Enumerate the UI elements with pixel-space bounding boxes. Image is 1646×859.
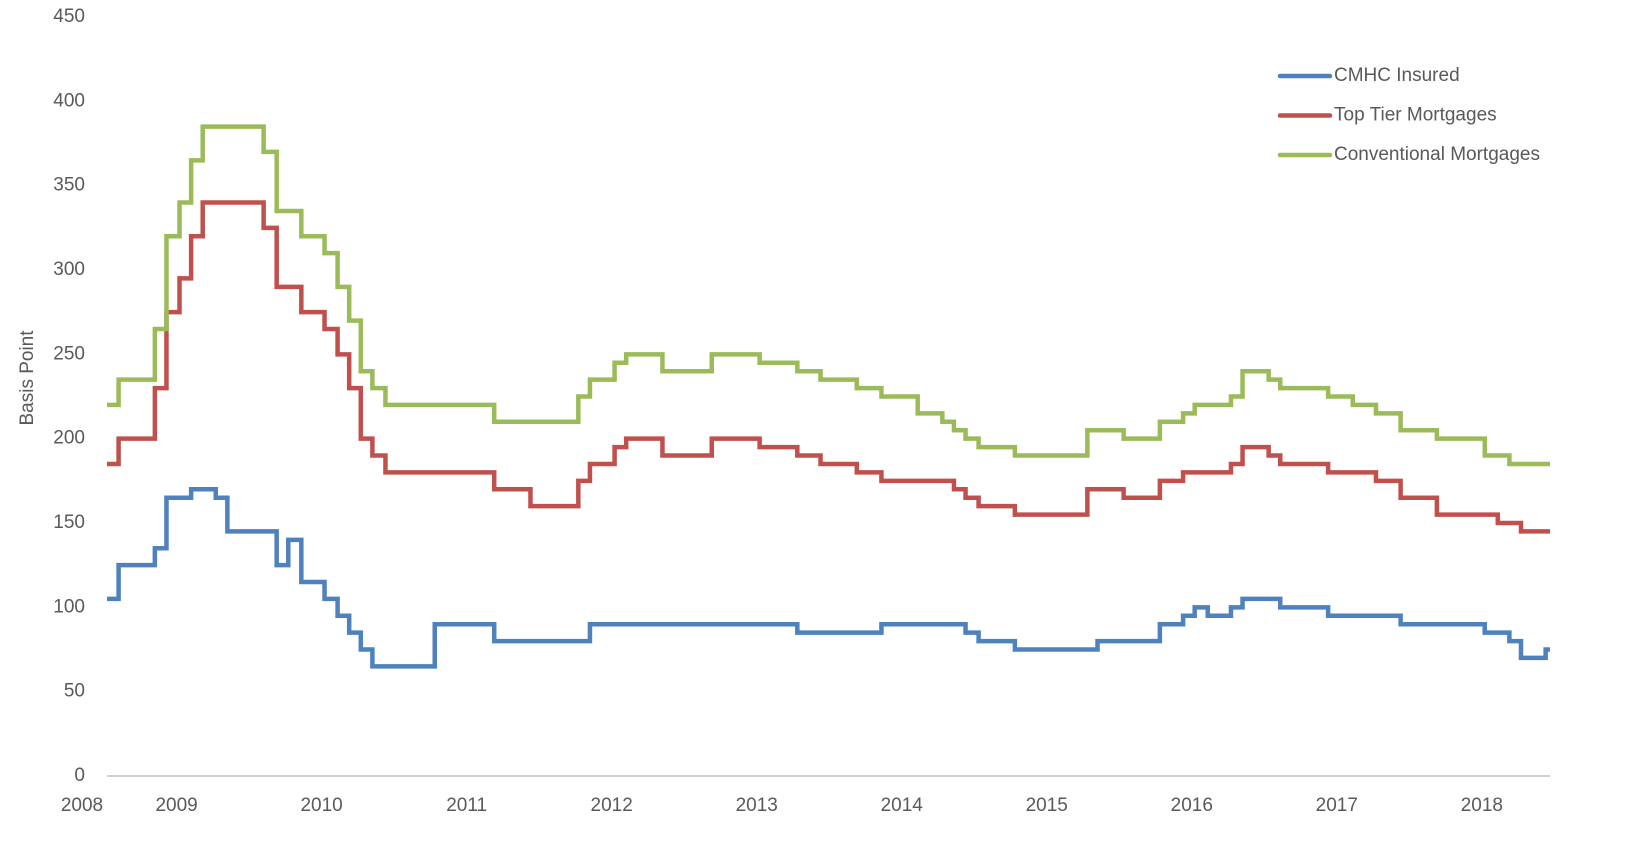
legend-label: Conventional Mortgages xyxy=(1334,144,1540,165)
x-tick-label: 2013 xyxy=(736,795,778,816)
y-tick-label: 350 xyxy=(53,175,85,196)
y-tick-label: 0 xyxy=(74,765,85,786)
y-tick-label: 150 xyxy=(53,512,85,533)
y-tick-label: 200 xyxy=(53,428,85,449)
x-tick-label: 2008 xyxy=(61,795,103,816)
y-tick-label: 400 xyxy=(53,90,85,111)
x-tick-label: 2010 xyxy=(300,795,342,816)
x-tick-label: 2014 xyxy=(881,795,924,816)
series-line xyxy=(107,200,1550,534)
x-tick-label: 2016 xyxy=(1171,795,1213,816)
y-tick-label: 300 xyxy=(53,259,85,280)
x-tick-label: 2011 xyxy=(446,795,487,816)
y-tick-label: 450 xyxy=(53,6,85,27)
y-tick-label: 250 xyxy=(53,343,85,364)
x-tick-label: 2018 xyxy=(1461,795,1503,816)
x-tick-label: 2017 xyxy=(1316,795,1358,816)
y-tick-label: 100 xyxy=(53,596,85,617)
x-tick-label: 2012 xyxy=(591,795,633,816)
y-tick-label: 50 xyxy=(64,681,85,702)
legend-label: CMHC Insured xyxy=(1334,65,1460,86)
x-tick-label: 2009 xyxy=(155,795,197,816)
legend-label: Top Tier Mortgages xyxy=(1334,105,1497,126)
y-axis-label: Basis Point xyxy=(17,330,38,426)
series-line xyxy=(107,124,1550,467)
series-line xyxy=(107,487,1550,669)
x-tick-label: 2015 xyxy=(1026,795,1068,816)
